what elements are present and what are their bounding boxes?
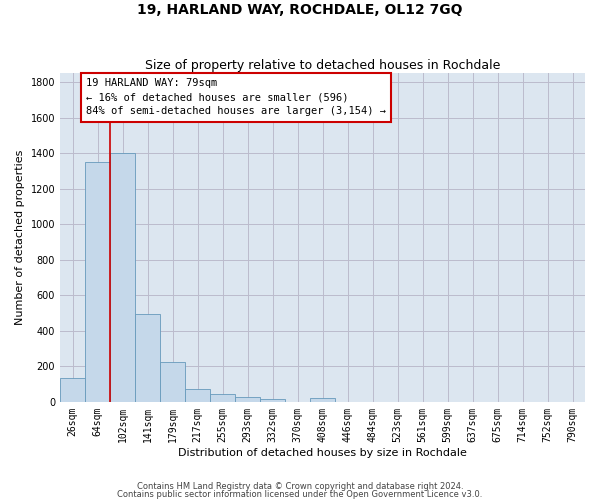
Y-axis label: Number of detached properties: Number of detached properties (15, 150, 25, 325)
Bar (60, 378, 85, 402)
Text: 19 HARLAND WAY: 79sqm
← 16% of detached houses are smaller (596)
84% of semi-det: 19 HARLAND WAY: 79sqm ← 16% of detached … (86, 78, 386, 116)
Text: Contains public sector information licensed under the Open Government Licence v3: Contains public sector information licen… (118, 490, 482, 499)
X-axis label: Distribution of detached houses by size in Rochdale: Distribution of detached houses by size … (178, 448, 467, 458)
Bar (260, 398, 285, 402)
Bar (185, 388, 210, 402)
Bar (210, 394, 235, 402)
Bar (235, 397, 260, 402)
Text: Contains HM Land Registry data © Crown copyright and database right 2024.: Contains HM Land Registry data © Crown c… (137, 482, 463, 491)
Bar (160, 362, 185, 402)
Title: Size of property relative to detached houses in Rochdale: Size of property relative to detached ho… (145, 59, 500, 72)
Bar (135, 314, 160, 402)
Bar (110, 153, 135, 402)
Bar (310, 398, 335, 402)
Bar (85, 162, 110, 402)
Text: 19, HARLAND WAY, ROCHDALE, OL12 7GQ: 19, HARLAND WAY, ROCHDALE, OL12 7GQ (137, 2, 463, 16)
